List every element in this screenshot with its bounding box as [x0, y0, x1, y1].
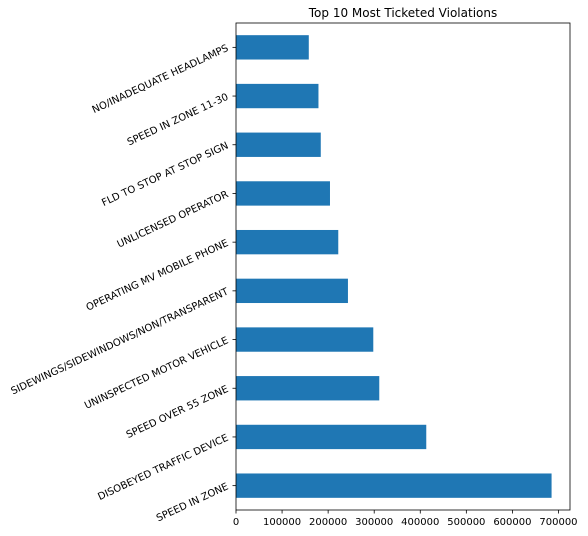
bar: [236, 132, 321, 157]
bar: [236, 35, 309, 60]
y-tick-label: SPEED IN ZONE: [155, 481, 230, 524]
bar: [236, 424, 427, 450]
x-tick-label: 600000: [493, 517, 531, 528]
y-tick-label: SPEED IN ZONE 11-30: [126, 92, 231, 149]
axes-frame: [235, 22, 571, 511]
x-tick-label: 200000: [309, 517, 347, 528]
x-tick-label: 500000: [447, 517, 485, 528]
y-tick-label: SPEED OVER 55 ZONE: [125, 384, 231, 441]
bar: [236, 181, 330, 206]
bar: [236, 83, 319, 109]
x-tick-label: 300000: [355, 517, 393, 528]
x-tick-label: 100000: [263, 517, 301, 528]
bar: [236, 327, 374, 352]
y-tick-label: UNLICENSED OPERATOR: [116, 189, 231, 250]
bar: [236, 278, 348, 304]
y-tick-label: SIDEWINGS/SIDEWINDOWS/NON/TRANSPARENT: [9, 286, 231, 397]
chart-title: Top 10 Most Ticketed Violations: [308, 6, 497, 20]
bar: [236, 473, 552, 498]
x-tick-label: 400000: [401, 517, 439, 528]
x-tick-label: 700000: [539, 517, 577, 528]
bar: [236, 229, 339, 255]
x-tick-label: 0: [233, 517, 239, 528]
bar: [236, 376, 380, 401]
